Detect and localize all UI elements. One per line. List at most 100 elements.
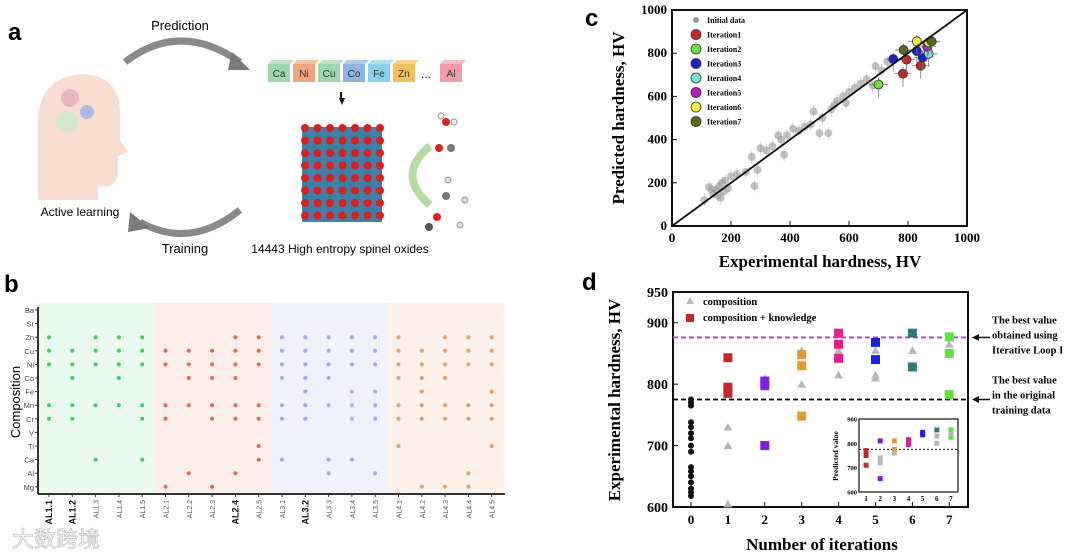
composition-dot — [163, 484, 168, 489]
composition-dot — [140, 348, 145, 353]
composition-dot — [116, 335, 121, 340]
column-label: AL3.1 — [280, 500, 287, 518]
composition-dot — [466, 348, 471, 353]
inset-x-tick-label: 2 — [878, 495, 882, 503]
oxygen-atom — [326, 136, 334, 145]
oxygen-atom — [351, 136, 359, 145]
iteration-data-point — [873, 79, 884, 90]
element-block — [268, 64, 290, 82]
composition-dot — [326, 403, 331, 408]
watermark: 大数跨境 — [12, 527, 100, 552]
column-label: AL3.4 — [350, 500, 357, 518]
molecule-atom — [442, 118, 450, 126]
element-symbol: Fe — [373, 69, 385, 80]
spinel-caption: 14443 High entropy spinel oxides — [251, 242, 428, 256]
composition-dot — [186, 376, 191, 380]
inset-point — [906, 442, 911, 448]
composition-dot — [233, 362, 238, 367]
initial-data-point — [783, 131, 792, 140]
composition-dot — [489, 389, 494, 394]
x-tick-label: 4 — [835, 512, 842, 527]
composition-dot — [466, 416, 471, 421]
oxygen-atom — [301, 174, 309, 182]
column-label: AL2.1 — [164, 500, 171, 518]
composition-dot — [256, 457, 261, 462]
column-label: AL4.4 — [466, 500, 473, 518]
composition-triangle — [834, 370, 844, 379]
composition-dot — [93, 457, 98, 462]
inset-point — [891, 438, 897, 444]
element-block — [318, 64, 340, 82]
composition-dot — [419, 348, 424, 353]
composition-dot — [443, 403, 448, 408]
x-tick-label: 5 — [872, 512, 879, 527]
composition-dot — [326, 335, 331, 340]
composition-dot — [256, 362, 261, 367]
oxygen-atom — [301, 211, 309, 220]
composition-triangle — [834, 346, 844, 354]
inset-x-tick-label: 5 — [921, 495, 925, 503]
iteration-data-point — [915, 60, 926, 71]
element-block — [293, 64, 315, 82]
y-tick-label: 200 — [648, 175, 668, 190]
element-block — [368, 64, 390, 82]
knowledge-square — [797, 350, 807, 360]
composition-dot — [280, 376, 284, 380]
row-label: Fe — [25, 388, 34, 397]
column-label: AL2.3 — [210, 500, 217, 518]
group-background — [387, 303, 505, 494]
c-x-axis-label: Experimental hardness, HV — [719, 252, 922, 271]
composition-triangle — [944, 340, 954, 348]
composition-dot — [466, 471, 471, 476]
composition-dot — [326, 376, 331, 380]
iteration-plot: 0 1 2 3 4 5 6 7 600 700 800 900 950 The best value obt… — [647, 286, 1063, 527]
composition-dot — [443, 484, 448, 489]
composition-dot — [47, 335, 51, 340]
knowledge-square — [760, 441, 770, 451]
oxygen-atom — [376, 199, 384, 207]
composition-dot — [489, 403, 494, 408]
knowledge-square — [723, 382, 733, 392]
group-background — [38, 303, 155, 494]
oxygen-atom — [363, 136, 372, 145]
inset-point — [877, 476, 883, 482]
oxygen-atom — [313, 136, 322, 145]
initial-data-point — [688, 396, 694, 403]
legend-triangle — [686, 297, 694, 304]
composition-triangle — [871, 374, 880, 382]
composition-dot — [489, 416, 494, 421]
training-arrow — [138, 207, 243, 237]
composition-dot — [210, 484, 215, 489]
oxygen-atom — [326, 124, 334, 132]
inset-y-tick-label: 700 — [847, 465, 857, 472]
composition-dot — [303, 389, 308, 394]
legend-label: composition + knowledge — [703, 313, 817, 324]
arrow-left-icon — [972, 396, 979, 403]
composition-dot — [396, 335, 401, 340]
composition-dot — [70, 376, 75, 380]
oxygen-atom — [338, 149, 347, 157]
oxygen-atom — [363, 161, 372, 170]
oxygen-atom — [301, 199, 309, 207]
composition-dot — [116, 348, 121, 353]
inset-point — [863, 448, 869, 454]
inset-frame — [858, 418, 959, 493]
composition-dot — [489, 335, 494, 340]
composition-dot — [256, 348, 261, 353]
group-backgrounds — [38, 303, 505, 494]
oxygen-atom — [363, 199, 372, 207]
composition-dot — [186, 403, 191, 408]
x-tick-label: 1 — [725, 512, 732, 527]
annotation-text: obtained using — [992, 330, 1058, 341]
composition-dot — [140, 457, 145, 462]
molecule-atom — [447, 144, 455, 152]
composition-dot — [280, 403, 284, 408]
inset-point — [863, 453, 869, 458]
composition-dot — [419, 403, 424, 408]
oxygen-atom — [376, 161, 384, 170]
knowledge-square — [797, 361, 807, 371]
initial-data-point — [750, 182, 759, 191]
oxygen-atom — [338, 199, 347, 207]
spinel-crystal-structure — [301, 124, 384, 222]
oxygen-atom — [326, 174, 334, 182]
